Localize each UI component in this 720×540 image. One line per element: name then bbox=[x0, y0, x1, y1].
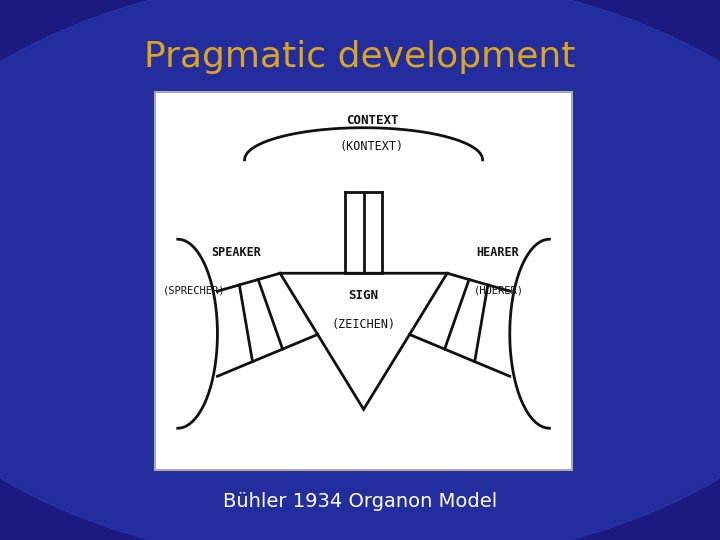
Text: (ZEICHEN): (ZEICHEN) bbox=[331, 318, 396, 331]
Text: Pragmatic development: Pragmatic development bbox=[144, 40, 576, 73]
Text: (SPRECHER): (SPRECHER) bbox=[163, 285, 225, 295]
Text: HEARER: HEARER bbox=[477, 246, 519, 259]
Text: CONTEXT: CONTEXT bbox=[346, 113, 398, 127]
Bar bbox=[155, 92, 572, 470]
Text: SIGN: SIGN bbox=[348, 289, 379, 302]
Text: SPEAKER: SPEAKER bbox=[211, 246, 261, 259]
Text: (KONTEXT): (KONTEXT) bbox=[340, 140, 404, 153]
Text: Bühler 1934 Organon Model: Bühler 1934 Organon Model bbox=[223, 491, 497, 511]
Text: (HOERER): (HOERER) bbox=[474, 285, 524, 295]
